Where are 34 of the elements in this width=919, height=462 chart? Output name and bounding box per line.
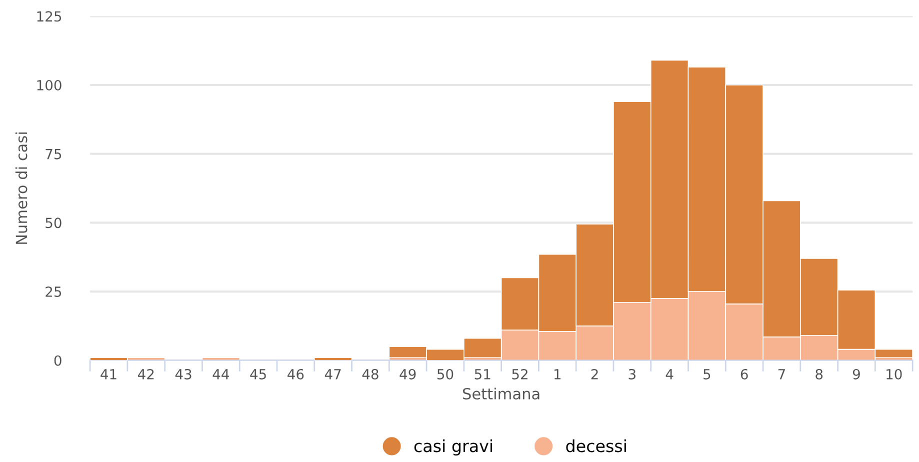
x-tick-label: 45 <box>250 369 266 380</box>
y-tick-label: 50 <box>46 218 62 228</box>
y-tick-label: 125 <box>37 11 62 22</box>
x-tick-label: 50 <box>437 368 454 380</box>
x-tick-label: 7 <box>778 369 785 380</box>
x-axis-title: Settimana <box>463 388 540 400</box>
x-tick-label: 5 <box>704 369 710 380</box>
x-tick-label: 51 <box>474 369 490 380</box>
x-tick-label: 9 <box>852 368 860 380</box>
x-tick-label: 10 <box>886 368 902 380</box>
x-tick-label: 49 <box>400 368 416 380</box>
x-tick-label: 48 <box>362 368 378 380</box>
legend-label: decessi <box>566 439 626 452</box>
bar <box>202 357 240 360</box>
x-tick-label: 4 <box>666 369 674 380</box>
y-tick-label: 75 <box>46 148 62 160</box>
x-tick-label: 52 <box>512 368 528 380</box>
x-tick-label: 42 <box>138 368 154 380</box>
y-tick-label: 25 <box>46 286 62 297</box>
x-tick-label: 6 <box>740 368 748 380</box>
x-tick-label: 8 <box>816 368 823 380</box>
y-tick-label: 100 <box>37 80 62 90</box>
x-tick-label: 3 <box>628 368 636 380</box>
x-tick-label: 2 <box>591 368 598 380</box>
x-tick-label: 1 <box>554 369 561 380</box>
bar <box>314 357 352 360</box>
x-tick-label: 46 <box>288 368 304 380</box>
x-tick-label: 41 <box>100 369 116 380</box>
x-tick-label: 44 <box>212 369 229 380</box>
legend-label: casi gravi <box>414 439 492 456</box>
x-tick-label: 43 <box>175 368 192 380</box>
x-tick-label: 47 <box>324 369 341 380</box>
y-axis-title: Numero di casi <box>15 132 28 244</box>
y-tick-label: 0 <box>54 355 62 366</box>
